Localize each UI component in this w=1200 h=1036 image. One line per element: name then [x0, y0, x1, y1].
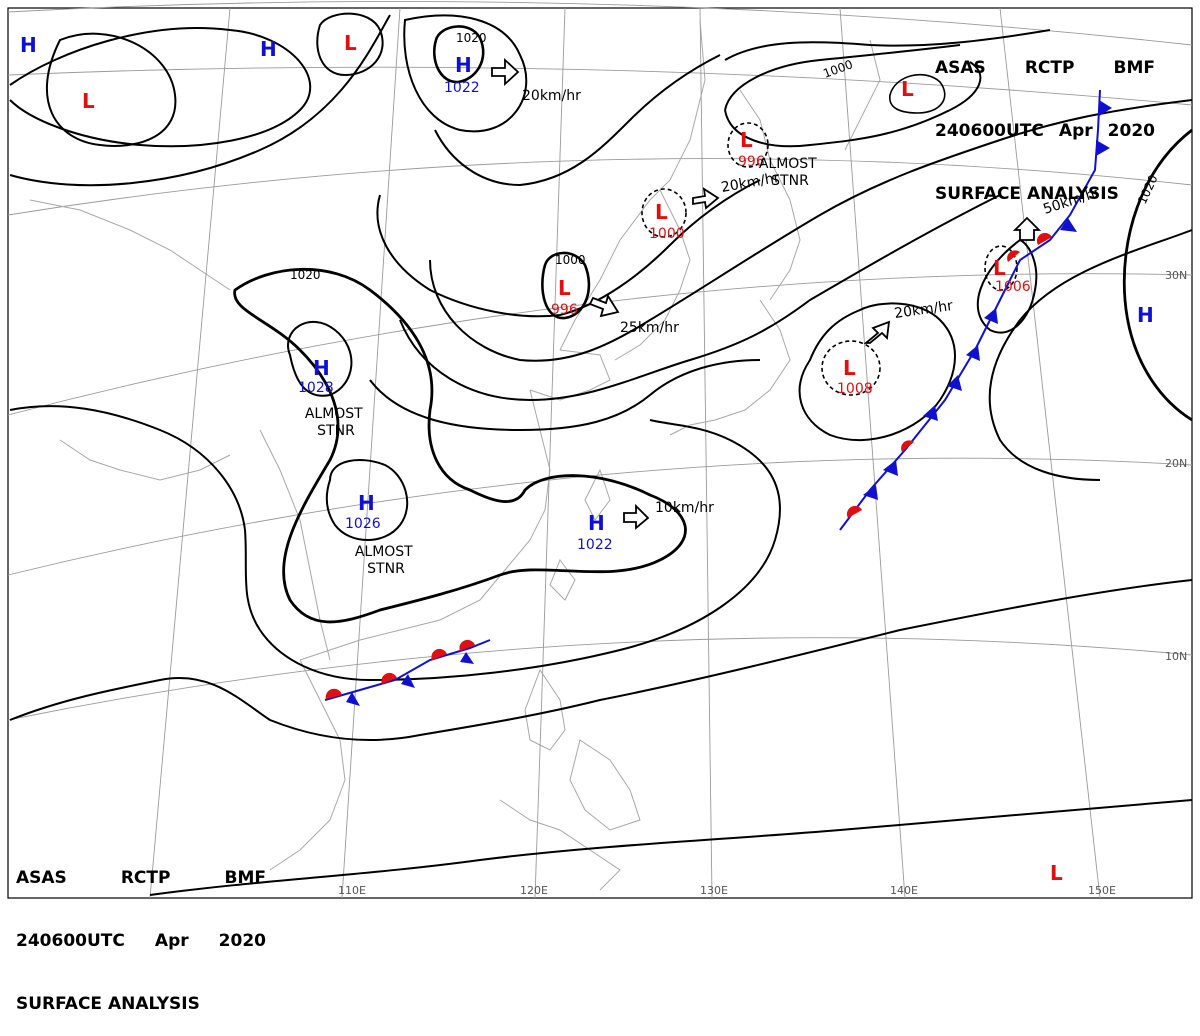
- coastlines: [29, 19, 881, 891]
- high-center-pressure: 1022: [444, 80, 480, 96]
- isobar-label-1020-west: 1020: [290, 268, 321, 282]
- motion-speed-label: 10km/hr: [655, 500, 714, 516]
- header-line-3: SURFACE ANALYSIS: [16, 994, 266, 1015]
- header-office: BMF: [224, 868, 267, 888]
- longitude-label: 110E: [338, 884, 366, 897]
- latitude-label: 30N: [1165, 269, 1187, 282]
- motion-arrows: [491, 57, 1042, 530]
- header-month: Apr: [1058, 121, 1093, 141]
- surface-analysis-map: 1020 1000 1000 1020 1020 H H L L H 1022 …: [7, 1, 1193, 899]
- low-center-symbol: L: [993, 256, 1006, 280]
- header-station: RCTP: [120, 868, 171, 888]
- longitude-label: 120E: [520, 884, 548, 897]
- high-center-pressure: 1028: [298, 380, 334, 396]
- high-center-symbol: H: [1137, 303, 1154, 327]
- front-south-china-sea: [324, 639, 491, 706]
- header-year: 2020: [1107, 121, 1155, 141]
- graticule: [7, 1, 1193, 899]
- graticule-labels: 110E 120E 130E 140E 150E 30N 20N 10N: [338, 269, 1187, 897]
- latitude-label: 10N: [1165, 650, 1187, 663]
- chart-header-bottom: ASAS RCTP BMF 240600UTC Apr 2020 SURFACE…: [16, 826, 266, 1036]
- high-center-symbol: H: [588, 511, 605, 535]
- low-center-symbol: L: [901, 77, 914, 101]
- stationary-note-line: ALMOST: [759, 156, 817, 172]
- header-line-1: ASAS RCTP BMF: [16, 868, 266, 889]
- low-center-symbol: L: [843, 356, 856, 380]
- low-center-pressure: 1000: [649, 226, 685, 242]
- header-station: RCTP: [1024, 58, 1075, 78]
- stationary-note-line: ALMOST: [355, 544, 413, 560]
- isobar-label-1000-china: 1000: [555, 253, 586, 267]
- low-center-symbol: L: [82, 89, 95, 113]
- longitude-label: 140E: [890, 884, 918, 897]
- high-center-pressure: 1026: [345, 516, 381, 532]
- longitude-label: 150E: [1088, 884, 1116, 897]
- stationary-note-line: ALMOST: [305, 406, 363, 422]
- cold-front-pacific: [839, 89, 1112, 531]
- stationary-note: ALMOST STNR: [305, 406, 367, 439]
- low-center-symbol: L: [655, 200, 668, 224]
- high-center-symbol: H: [20, 33, 37, 57]
- stationary-note-line: STNR: [367, 561, 405, 577]
- header-month: Apr: [154, 931, 189, 951]
- header-product: SURFACE ANALYSIS: [935, 184, 1119, 204]
- map-frame: [7, 7, 1193, 899]
- low-center-symbol: L: [344, 31, 357, 55]
- longitude-label: 130E: [700, 884, 728, 897]
- isobars: [9, 12, 1193, 896]
- low-center-symbol: L: [1050, 861, 1063, 885]
- low-center-symbol: L: [558, 276, 571, 300]
- high-center-pressure: 1022: [577, 537, 613, 553]
- stationary-note-line: STNR: [771, 173, 809, 189]
- high-center-symbol: H: [455, 53, 472, 77]
- header-agency: ASAS: [935, 58, 986, 78]
- header-line-1: ASAS RCTP BMF: [935, 58, 1155, 79]
- latitude-label: 20N: [1165, 457, 1187, 470]
- header-line-2: 240600UTC Apr 2020: [16, 931, 266, 952]
- motion-speed-label: 20km/hr: [522, 88, 581, 104]
- chart-header-top: ASAS RCTP BMF 240600UTC Apr 2020 SURFACE…: [935, 16, 1155, 226]
- stationary-note: ALMOST STNR: [759, 156, 821, 189]
- high-center-symbol: H: [313, 356, 330, 380]
- stationary-notes: ALMOST STNR ALMOST STNR ALMOST STNR: [305, 156, 821, 577]
- isobar-label-1020-north: 1020: [456, 31, 487, 45]
- header-datetime: 240600UTC: [16, 931, 125, 951]
- pressure-centers: H H L L H 1022 L 996 L 1000 L 996 L H 10…: [20, 31, 1154, 885]
- stationary-note: ALMOST STNR: [355, 544, 417, 577]
- low-center-symbol: L: [740, 128, 753, 152]
- header-agency: ASAS: [16, 868, 67, 888]
- low-center-pressure: 996: [551, 302, 578, 318]
- header-datetime: 240600UTC: [935, 121, 1044, 141]
- low-center-pressure: 996: [738, 154, 765, 170]
- stationary-note-line: STNR: [317, 423, 355, 439]
- header-product: SURFACE ANALYSIS: [16, 994, 200, 1014]
- header-line-3: SURFACE ANALYSIS: [935, 184, 1155, 205]
- low-center-pressure: 1008: [837, 381, 873, 397]
- high-center-symbol: H: [358, 491, 375, 515]
- header-line-2: 240600UTC Apr 2020: [935, 121, 1155, 142]
- high-center-symbol: H: [260, 37, 277, 61]
- motion-speed-label: 25km/hr: [620, 320, 679, 336]
- low-center-pressure: 1006: [995, 279, 1031, 295]
- header-year: 2020: [218, 931, 266, 951]
- motion-labels: 20km/hr 25km/hr 20km/hr 20km/hr 50km/hr …: [522, 88, 1102, 516]
- header-office: BMF: [1113, 58, 1156, 78]
